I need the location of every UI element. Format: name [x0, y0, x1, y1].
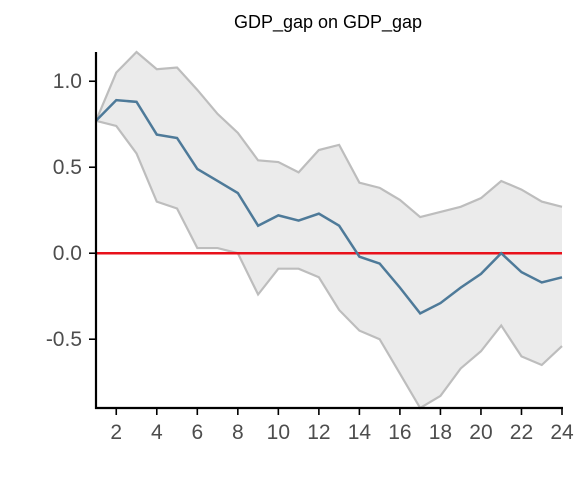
- lower-bound-line: [95, 119, 563, 410]
- x-tick-label: 6: [191, 421, 203, 444]
- chart-title: GDP_gap on GDP_gap: [234, 12, 422, 33]
- x-tick-label: 18: [429, 421, 452, 444]
- response-line: [95, 98, 563, 315]
- y-tick-label: 1.0: [53, 70, 82, 93]
- x-tick-label: 22: [510, 421, 533, 444]
- y-tick-label: -0.5: [46, 328, 82, 351]
- confidence-band: [96, 52, 562, 408]
- axes: 1.00.50.0-0.52 4 6 8 10 12 14 16 18 20 22 24: [46, 52, 574, 444]
- upper-bound-line: [94, 50, 563, 219]
- x-tick-label: 24: [550, 421, 574, 444]
- x-tick-label: 14: [348, 421, 372, 444]
- x-tick-label: 4: [151, 421, 163, 444]
- y-tick-label: 0.0: [53, 242, 82, 265]
- plot-area: [94, 50, 563, 410]
- x-tick-label: 10: [267, 421, 290, 444]
- x-tick-label: 2: [110, 421, 122, 444]
- x-tick-label: 16: [388, 421, 411, 444]
- y-tick-label: 0.5: [53, 156, 82, 179]
- x-tick-label: 12: [307, 421, 330, 444]
- x-tick-label: 20: [469, 421, 492, 444]
- x-tick-label: 8: [232, 421, 244, 444]
